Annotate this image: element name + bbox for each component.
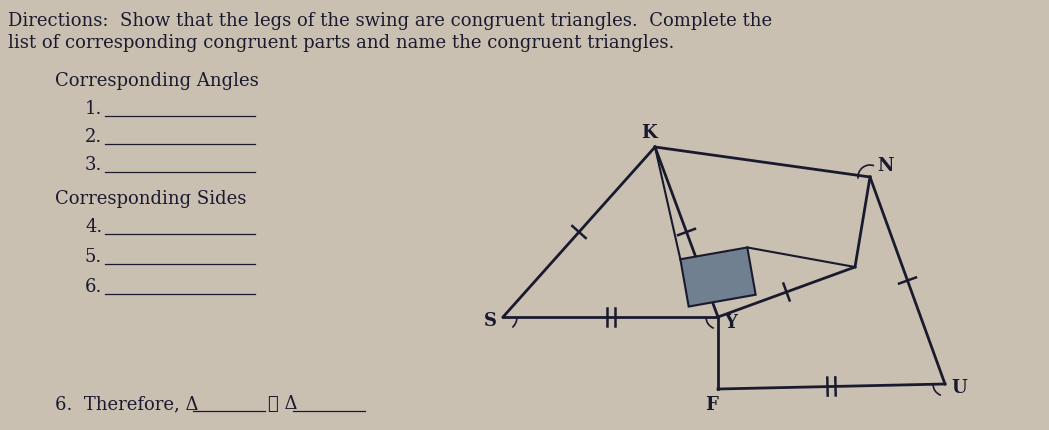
Text: list of corresponding congruent parts and name the congruent triangles.: list of corresponding congruent parts an… [8, 34, 675, 52]
Text: ≅ Δ: ≅ Δ [267, 394, 298, 412]
Text: Directions:  Show that the legs of the swing are congruent triangles.  Complete : Directions: Show that the legs of the sw… [8, 12, 772, 30]
Polygon shape [681, 248, 755, 307]
Text: 6.: 6. [85, 277, 103, 295]
Text: F: F [706, 395, 719, 413]
Text: 2.: 2. [85, 128, 102, 146]
Text: Corresponding Sides: Corresponding Sides [55, 190, 247, 208]
Text: N: N [877, 157, 894, 175]
Text: Corresponding Angles: Corresponding Angles [55, 72, 259, 90]
Text: 3.: 3. [85, 156, 103, 174]
Text: K: K [641, 124, 657, 141]
Text: 4.: 4. [85, 218, 102, 236]
Text: U: U [951, 378, 967, 396]
Text: 6.  Therefore, Δ: 6. Therefore, Δ [55, 394, 198, 412]
Text: S: S [484, 311, 496, 329]
Text: Y: Y [725, 313, 737, 331]
Text: 1.: 1. [85, 100, 103, 118]
Text: 5.: 5. [85, 247, 102, 265]
